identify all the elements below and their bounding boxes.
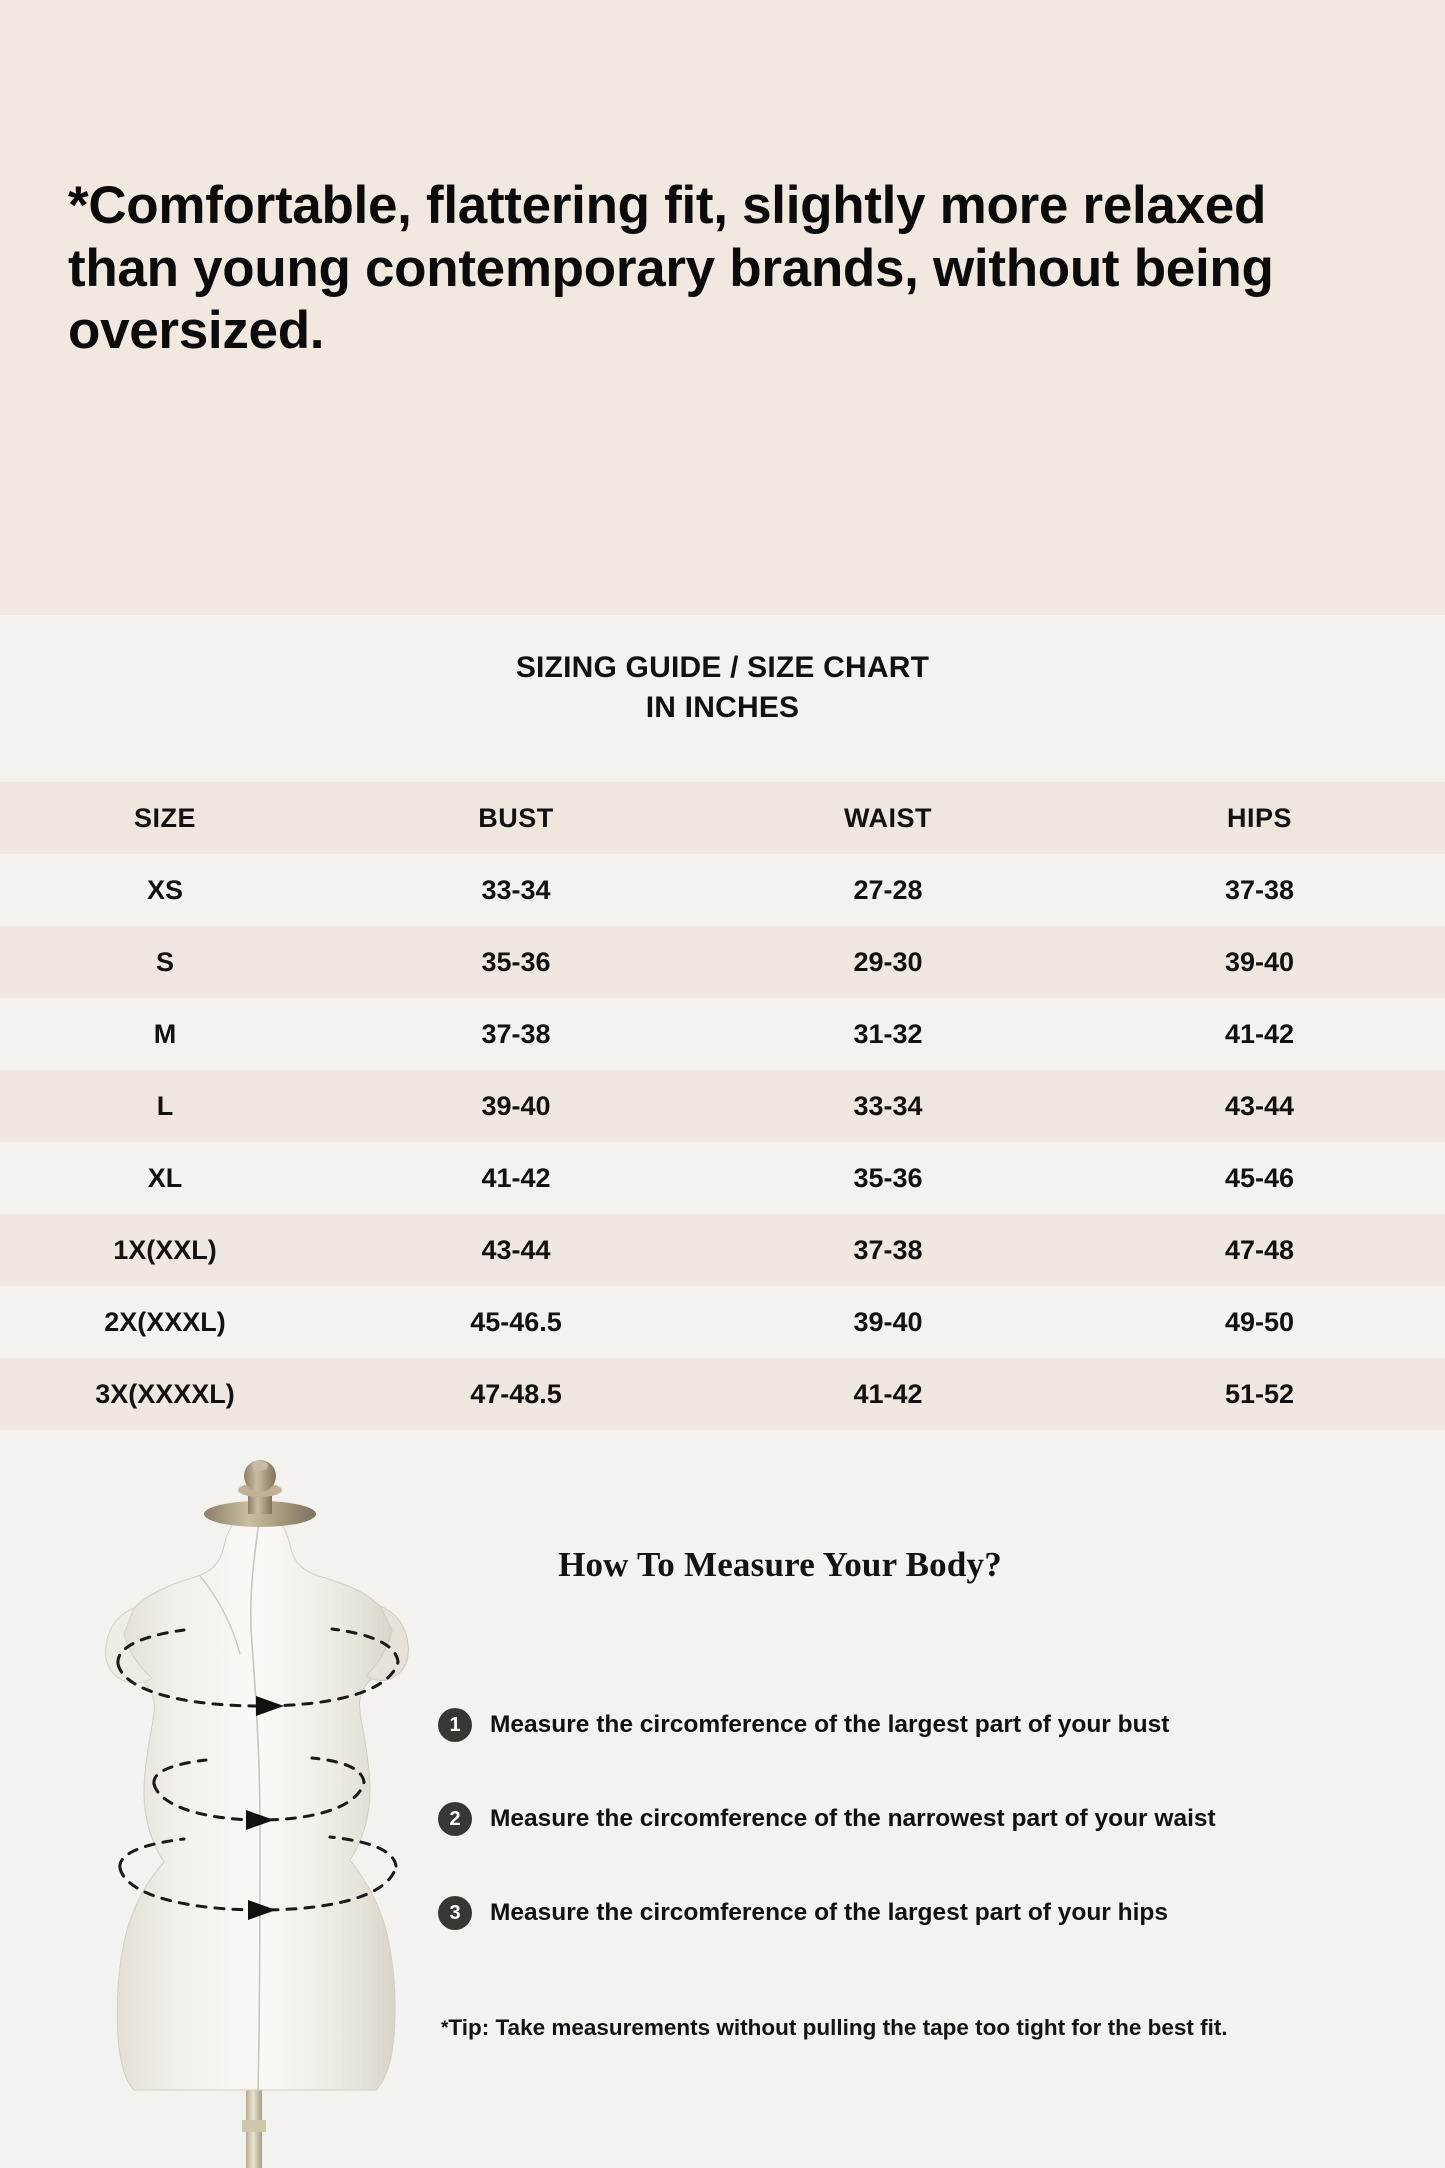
measure-step-2: 2 Measure the circomference of the narro…	[438, 1787, 1368, 1851]
stand-collar	[242, 2120, 266, 2132]
cell-bust: 39-40	[481, 1090, 551, 1121]
cell-size: L	[156, 1090, 174, 1121]
cell-bust: 35-36	[481, 946, 551, 977]
table-row: XL 41-42 35-36 45-46	[0, 1142, 1445, 1214]
size-chart-title: SIZING GUIDE / SIZE CHART IN INCHES	[0, 648, 1445, 728]
step-text-1: Measure the circomference of the largest…	[490, 1711, 1170, 1738]
knob-ball	[244, 1460, 276, 1492]
cell-hips: 43-44	[1224, 1090, 1295, 1121]
cell-hips: 49-50	[1224, 1306, 1295, 1337]
column-header-bust: BUST	[478, 802, 554, 833]
fit-note-banner: *Comfortable, flattering fit, slightly m…	[0, 0, 1445, 615]
knob-top	[252, 1461, 268, 1471]
tip-text: Tip: Take measurements without pulling t…	[448, 2015, 1228, 2040]
step-number-badge-3: 3	[438, 1896, 472, 1930]
cell-hips: 37-38	[1224, 874, 1295, 905]
cell-bust: 41-42	[481, 1162, 551, 1193]
table-row: 2X(XXXL) 45-46.5 39-40 49-50	[0, 1286, 1445, 1358]
bust-measure-line	[116, 1627, 400, 1716]
measure-steps-list: 1 Measure the circomference of the large…	[438, 1693, 1368, 1975]
table-row: S 35-36 29-30 39-40	[0, 926, 1445, 998]
cell-waist: 41-42	[853, 1378, 923, 1409]
cell-waist: 35-36	[853, 1162, 923, 1193]
column-header-hips: HIPS	[1226, 802, 1293, 833]
size-chart-title-line2: IN INCHES	[645, 690, 800, 724]
cell-bust: 37-38	[481, 1018, 551, 1049]
bust-arrow-icon	[256, 1696, 284, 1716]
mannequin-princess-seam	[199, 1575, 241, 1655]
cell-bust: 45-46.5	[470, 1306, 562, 1337]
cell-size: 3X(XXXXL)	[95, 1378, 235, 1409]
measure-step-3: 3 Measure the circomference of the large…	[438, 1881, 1368, 1945]
table-row: 3X(XXXXL) 47-48.5 41-42 51-52	[0, 1358, 1445, 1430]
cell-size: XL	[147, 1162, 183, 1193]
step-text-3: Measure the circomference of the largest…	[490, 1899, 1169, 1926]
step-number-badge-2: 2	[438, 1802, 472, 1836]
tip-asterisk: *	[441, 2018, 449, 2039]
size-chart-table: SIZE BUST WAIST HIPS XS 33-34 27-28 37-3…	[0, 782, 1445, 1430]
cell-size: XS	[146, 874, 184, 905]
cell-waist: 27-28	[853, 874, 923, 905]
cell-hips: 51-52	[1224, 1378, 1295, 1409]
cell-waist: 31-32	[853, 1018, 923, 1049]
cell-hips: 39-40	[1224, 946, 1295, 977]
cell-hips: 47-48	[1224, 1234, 1295, 1265]
mannequin-torso	[116, 1509, 396, 2091]
cell-waist: 29-30	[853, 946, 923, 977]
cell-bust: 43-44	[481, 1234, 551, 1265]
cell-size: 1X(XXL)	[113, 1234, 217, 1265]
cell-size: 2X(XXXL)	[104, 1306, 226, 1337]
cell-size: M	[153, 1018, 177, 1049]
cell-waist: 39-40	[853, 1306, 923, 1337]
table-row: 1X(XXL) 43-44 37-38 47-48	[0, 1214, 1445, 1286]
cell-hips: 41-42	[1224, 1018, 1295, 1049]
cell-bust: 47-48.5	[470, 1378, 562, 1409]
step-text-2: Measure the circomference of the narrowe…	[490, 1805, 1216, 1832]
hips-arrow-icon	[248, 1900, 276, 1920]
table-row: M 37-38 31-32 41-42	[0, 998, 1445, 1070]
size-chart-title-line1: SIZING GUIDE / SIZE CHART	[515, 651, 930, 684]
cell-size: S	[155, 946, 174, 977]
how-to-measure-heading: How To Measure Your Body?	[558, 1545, 1002, 1584]
cell-waist: 37-38	[853, 1234, 923, 1265]
column-header-size: SIZE	[133, 802, 196, 833]
mannequin-svg	[105, 1460, 409, 2168]
dress-form-mannequin-illustration	[60, 1448, 460, 2168]
table-header-row: SIZE BUST WAIST HIPS	[0, 782, 1445, 854]
mannequin-center-seam	[249, 1513, 261, 2091]
cell-waist: 33-34	[853, 1090, 923, 1121]
measure-step-1: 1 Measure the circomference of the large…	[438, 1693, 1368, 1757]
fit-note-text: *Comfortable, flattering fit, slightly m…	[68, 176, 1274, 361]
step-number-badge-1: 1	[438, 1708, 472, 1742]
cell-bust: 33-34	[481, 874, 551, 905]
waist-measure-line	[152, 1756, 366, 1830]
measure-tip: *Tip: Take measurements without pulling …	[441, 2015, 1228, 2041]
column-header-waist: WAIST	[844, 802, 932, 833]
waist-arrow-icon	[246, 1810, 274, 1830]
cell-hips: 45-46	[1224, 1162, 1295, 1193]
hips-measure-line	[118, 1835, 398, 1920]
table-row: XS 33-34 27-28 37-38	[0, 854, 1445, 926]
table-row: L 39-40 33-34 43-44	[0, 1070, 1445, 1142]
